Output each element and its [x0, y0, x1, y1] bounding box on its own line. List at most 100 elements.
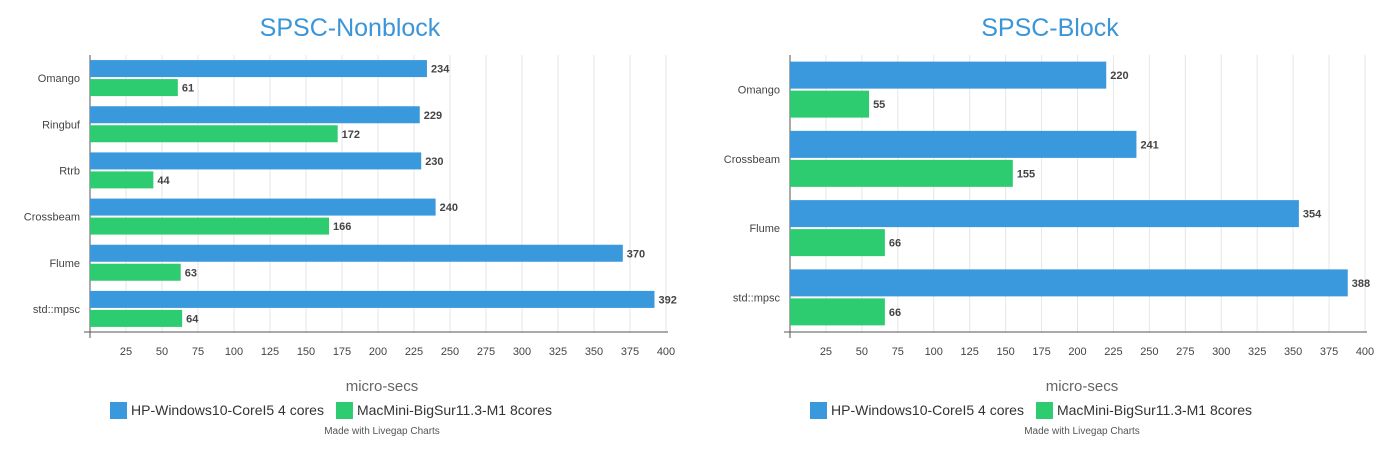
data-label: 240	[440, 202, 458, 214]
legend-swatch[interactable]	[1035, 402, 1053, 419]
credit-text: Made with Livegap Charts	[324, 426, 440, 437]
x-tick-label: 200	[1068, 346, 1086, 358]
data-label: 172	[342, 129, 360, 141]
x-tick-label: 125	[261, 346, 279, 358]
category-label: Omango	[38, 73, 80, 85]
category-label: std::mpsc	[33, 304, 81, 316]
category-label: std::mpsc	[733, 292, 781, 304]
x-tick-label: 50	[856, 346, 868, 358]
bar-mac[interactable]	[90, 217, 330, 235]
category-label: Crossbeam	[724, 154, 780, 166]
bar-hp[interactable]	[90, 106, 420, 124]
bar-hp[interactable]	[90, 244, 623, 262]
x-tick-label: 350	[585, 346, 603, 358]
x-tick-label: 200	[369, 346, 387, 358]
category-label: Flume	[749, 223, 780, 235]
category-label: Ringbuf	[42, 119, 81, 131]
x-tick-label: 250	[441, 346, 459, 358]
data-label: 370	[627, 248, 645, 260]
data-label: 166	[333, 221, 351, 233]
data-label: 354	[1303, 209, 1322, 221]
x-tick-label: 75	[192, 346, 204, 358]
x-tick-label: 300	[513, 346, 531, 358]
legend-swatch[interactable]	[335, 402, 353, 419]
bar-hp[interactable]	[90, 152, 422, 170]
chart-spsc-block: SPSC-Block 25 50 75 100 125 150 175 200 225 250 275…	[700, 0, 1400, 450]
bar-mac[interactable]	[90, 263, 181, 281]
chart-svg: SPSC-Block 25 50 75 100 125 150 175 200 225 250 275…	[724, 14, 1374, 437]
data-label: 155	[1017, 168, 1035, 180]
x-tick-label: 375	[621, 346, 639, 358]
x-tick-label: 300	[1212, 346, 1230, 358]
x-tick-label: 25	[120, 346, 132, 358]
data-label: 55	[873, 99, 885, 111]
x-tick-label: 400	[1356, 346, 1374, 358]
legend-label[interactable]: HP-Windows10-CoreI5 4 cores	[831, 402, 1024, 418]
chart-svg: SPSC-Nonblock 25 50 75 100 125 150 175 200 225 250…	[24, 14, 677, 437]
category-label: Crossbeam	[24, 212, 80, 224]
data-label: 229	[424, 110, 442, 122]
bar-mac[interactable]	[90, 171, 154, 189]
bar-mac[interactable]	[90, 309, 183, 327]
bar-mac[interactable]	[790, 90, 870, 118]
category-label: Rtrb	[59, 165, 80, 177]
x-tick-label: 250	[1140, 346, 1158, 358]
category-label: Flume	[49, 258, 80, 270]
credit-text: Made with Livegap Charts	[1024, 426, 1140, 437]
x-tick-label: 100	[225, 346, 243, 358]
x-tick-label: 175	[1032, 346, 1050, 358]
bar-hp[interactable]	[790, 200, 1299, 228]
data-label: 64	[186, 313, 199, 325]
bar-mac[interactable]	[90, 125, 338, 143]
x-tick-label: 225	[405, 346, 423, 358]
data-label: 66	[889, 238, 901, 250]
x-tick-label: 125	[961, 346, 979, 358]
category-label: Omango	[738, 85, 780, 97]
data-label: 66	[889, 307, 901, 319]
data-label: 44	[157, 175, 170, 187]
bar-mac[interactable]	[90, 79, 178, 97]
x-axis-title: micro-secs	[346, 378, 419, 395]
x-tick-label: 150	[996, 346, 1014, 358]
x-tick-label: 25	[820, 346, 832, 358]
x-tick-label: 175	[333, 346, 351, 358]
x-tick-label: 400	[657, 346, 675, 358]
data-label: 230	[425, 156, 443, 168]
x-tick-label: 350	[1284, 346, 1302, 358]
bar-mac[interactable]	[790, 229, 885, 257]
x-tick-label: 225	[1104, 346, 1122, 358]
bar-hp[interactable]	[790, 269, 1348, 297]
chart-title: SPSC-Nonblock	[260, 14, 441, 42]
x-tick-label: 275	[1176, 346, 1194, 358]
legend-label[interactable]: MacMini-BigSur11.3-M1 8cores	[357, 402, 552, 418]
data-label: 61	[182, 83, 194, 95]
bar-mac[interactable]	[790, 159, 1013, 187]
legend-swatch[interactable]	[110, 402, 127, 419]
legend-swatch[interactable]	[810, 402, 827, 419]
bar-hp[interactable]	[790, 130, 1137, 158]
x-tick-label: 150	[297, 346, 315, 358]
x-tick-label: 100	[925, 346, 943, 358]
x-tick-label: 325	[549, 346, 567, 358]
bar-hp[interactable]	[790, 61, 1107, 89]
data-label: 392	[658, 294, 676, 306]
legend-label[interactable]: MacMini-BigSur11.3-M1 8cores	[1057, 402, 1252, 418]
bar-mac[interactable]	[790, 298, 885, 326]
bar-hp[interactable]	[90, 60, 427, 78]
x-tick-label: 50	[156, 346, 168, 358]
data-label: 241	[1140, 139, 1158, 151]
x-tick-label: 325	[1248, 346, 1266, 358]
x-tick-label: 75	[892, 346, 904, 358]
bar-hp[interactable]	[90, 198, 436, 216]
legend-label[interactable]: HP-Windows10-CoreI5 4 cores	[131, 402, 324, 418]
x-tick-label: 375	[1320, 346, 1338, 358]
data-label: 63	[185, 267, 197, 279]
data-label: 388	[1352, 278, 1370, 290]
bar-hp[interactable]	[90, 290, 655, 308]
x-tick-label: 275	[477, 346, 495, 358]
data-label: 234	[431, 64, 450, 76]
x-axis-title: micro-secs	[1046, 378, 1119, 395]
chart-spsc-nonblock: SPSC-Nonblock 25 50 75 100 125 150 175 200 225 250…	[24, 14, 677, 437]
chart-title: SPSC-Block	[981, 14, 1119, 42]
data-label: 220	[1110, 70, 1128, 82]
